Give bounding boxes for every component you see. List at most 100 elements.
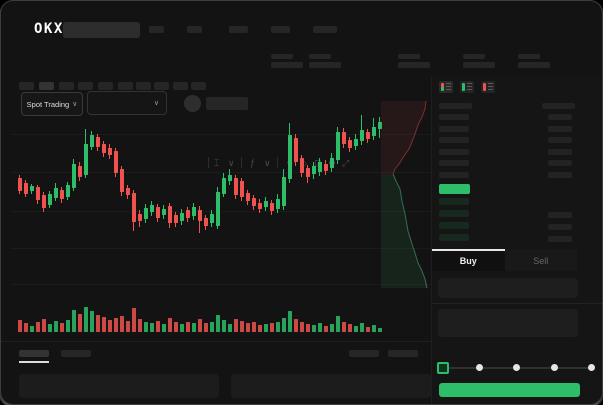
ask-price-placeholder[interactable] — [439, 149, 469, 155]
volume-bar — [354, 326, 358, 332]
depth-curve — [392, 100, 427, 175]
bottom-action-placeholder[interactable] — [388, 350, 418, 357]
nav-item-placeholder[interactable] — [149, 26, 164, 33]
candle-body — [288, 135, 292, 179]
tab-sell[interactable]: Sell — [504, 249, 577, 271]
slider-handle[interactable] — [437, 362, 449, 374]
gridline — [11, 134, 431, 135]
ask-price-placeholder[interactable] — [439, 137, 469, 143]
ask-amount-placeholder — [548, 160, 572, 166]
bid-price-placeholder[interactable] — [439, 222, 469, 229]
buy-submit-button[interactable] — [439, 383, 580, 397]
candle-body — [282, 177, 286, 206]
book-lines — [446, 83, 451, 91]
volume-bar — [102, 317, 106, 332]
interval-button[interactable] — [191, 82, 206, 90]
candle-body — [366, 132, 370, 139]
interval-button[interactable] — [154, 82, 169, 90]
candle-body — [300, 158, 304, 173]
interval-button[interactable] — [59, 82, 74, 90]
candle-body — [138, 214, 142, 221]
candlestick-chart-canvas[interactable] — [1, 97, 431, 341]
last-price-badge[interactable] — [439, 184, 470, 194]
interval-button[interactable] — [39, 82, 54, 90]
chevron-down-icon[interactable]: ∨ — [264, 158, 271, 168]
book-bids-icon[interactable] — [460, 81, 474, 93]
interval-button[interactable] — [118, 82, 133, 90]
candle-body — [336, 132, 340, 160]
market-type-label: Spot Trading — [26, 99, 70, 109]
bid-price-placeholder[interactable] — [439, 210, 469, 217]
ask-price-placeholder[interactable] — [439, 114, 469, 120]
nav-item-placeholder[interactable] — [271, 26, 290, 33]
price-input[interactable] — [438, 278, 578, 298]
book-asks-icon[interactable] — [481, 81, 495, 93]
candle-style-icon[interactable]: ⌶ — [214, 158, 220, 168]
candle-body — [150, 205, 154, 212]
indicators-icon[interactable]: ƒ — [250, 158, 256, 168]
volume-bar — [198, 319, 202, 332]
book-both-icon[interactable] — [439, 81, 453, 93]
nav-item-placeholder[interactable] — [229, 26, 248, 33]
interval-button[interactable] — [173, 82, 188, 90]
bid-price-placeholder[interactable] — [439, 234, 469, 241]
ask-amount-placeholder — [548, 172, 572, 178]
interval-button[interactable] — [19, 82, 34, 90]
candle-body — [240, 181, 244, 197]
slider-stop-dot[interactable] — [550, 364, 558, 371]
volume-bar — [246, 323, 250, 332]
volume-bar — [348, 324, 352, 332]
ob-header-amount-placeholder — [542, 103, 575, 109]
candle-body — [210, 214, 214, 223]
depth-curve — [392, 173, 428, 289]
camera-icon[interactable]: ⊡ — [314, 158, 322, 168]
bid-price-placeholder[interactable] — [439, 198, 469, 205]
candle-body — [360, 130, 364, 141]
ask-price-placeholder[interactable] — [439, 126, 469, 132]
slider-stop-dot[interactable] — [475, 364, 483, 371]
market-type-selector[interactable]: Spot Trading ∨ — [21, 92, 83, 116]
chevron-down-icon[interactable]: ∨ — [228, 158, 235, 168]
volume-bar — [138, 319, 142, 332]
amount-input[interactable] — [438, 309, 578, 337]
top-navbar: OKX — [1, 1, 602, 45]
volume-bar — [180, 324, 184, 332]
interval-button[interactable] — [78, 82, 93, 90]
volume-bar — [210, 322, 214, 332]
candle-body — [318, 162, 322, 172]
okx-logo[interactable]: OKX — [34, 21, 64, 37]
volume-bar — [54, 321, 58, 332]
bottom-action-placeholder[interactable] — [349, 350, 379, 357]
toolbar-divider — [277, 157, 278, 168]
slider-stop-dot[interactable] — [588, 364, 595, 371]
candle-body — [204, 218, 208, 226]
pair-dropdown[interactable]: ∨ — [87, 91, 167, 115]
volume-bar — [30, 326, 34, 332]
volume-bar — [336, 316, 340, 332]
instrument-row: Spot Trading ∨ ∨ — [1, 45, 602, 116]
nav-item-placeholder[interactable] — [313, 26, 337, 33]
candle-body — [264, 201, 268, 207]
nav-item-placeholder[interactable] — [187, 26, 202, 33]
bottom-tab[interactable] — [61, 350, 91, 357]
stat-label-placeholder — [271, 54, 293, 59]
volume-bar — [84, 307, 88, 332]
slider-stop-dot[interactable] — [513, 364, 520, 371]
volume-bar — [234, 319, 238, 332]
volume-bar — [108, 320, 112, 332]
gridline — [11, 248, 431, 249]
ask-price-placeholder[interactable] — [439, 160, 469, 166]
candle-body — [120, 169, 124, 192]
bottom-tab-active[interactable] — [19, 350, 49, 357]
candle-body — [378, 122, 382, 129]
ask-price-placeholder[interactable] — [439, 172, 469, 178]
interval-button[interactable] — [98, 82, 113, 90]
volume-bar — [96, 315, 100, 332]
tab-buy[interactable]: Buy — [432, 249, 505, 271]
depth-curve — [381, 101, 426, 174]
orders-panel-placeholder — [19, 374, 219, 398]
search-input[interactable] — [63, 22, 140, 38]
candle-body — [78, 166, 82, 177]
fullscreen-icon[interactable]: ⤢ — [342, 158, 350, 168]
interval-button[interactable] — [136, 82, 151, 90]
